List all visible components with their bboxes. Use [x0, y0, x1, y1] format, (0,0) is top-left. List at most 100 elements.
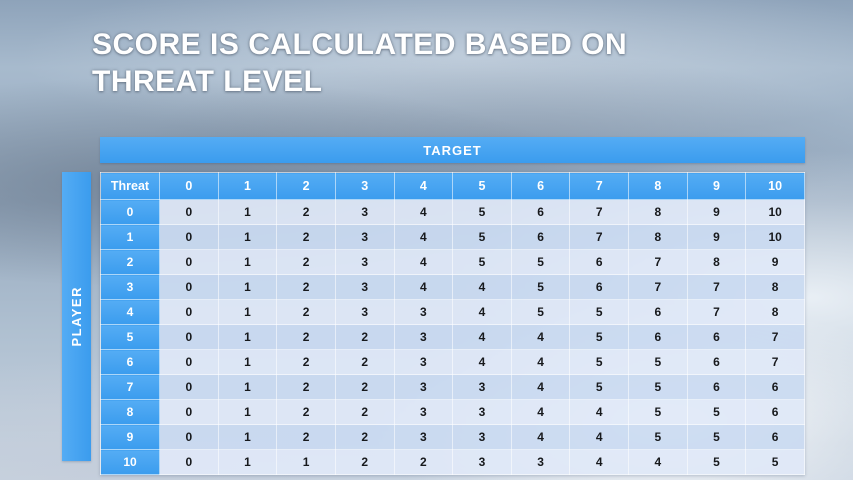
- score-cell: 0: [159, 249, 219, 275]
- score-cell: 2: [334, 374, 395, 400]
- player-header-bar: PLAYER: [62, 172, 91, 461]
- score-cell: 2: [276, 224, 336, 250]
- score-cell: 6: [510, 199, 571, 225]
- score-cell: 0: [159, 399, 219, 425]
- score-cell: 3: [393, 424, 454, 450]
- score-cell: 5: [569, 374, 629, 400]
- score-cell: 0: [159, 349, 219, 375]
- score-cell: 5: [686, 399, 747, 425]
- score-cell: 3: [452, 424, 512, 450]
- score-cell: 2: [393, 449, 454, 475]
- score-cell: 5: [686, 424, 747, 450]
- score-cell: 4: [510, 424, 571, 450]
- score-cell: 1: [217, 324, 278, 350]
- score-cell: 4: [569, 399, 629, 425]
- score-cell: 5: [510, 274, 571, 300]
- score-cell: 6: [569, 274, 629, 300]
- score-cell: 4: [628, 449, 688, 475]
- score-cell: 6: [628, 324, 688, 350]
- row-header-1: 1: [100, 224, 160, 250]
- score-cell: 1: [217, 299, 278, 325]
- score-cell: 2: [276, 274, 336, 300]
- table-row-0: 0 0 1 2 3 4 5 6 7 8 9 10: [100, 199, 805, 225]
- score-cell: 4: [393, 199, 454, 225]
- score-cell: 4: [452, 349, 512, 375]
- target-header-bar: TARGET: [100, 137, 805, 163]
- player-label: PLAYER: [69, 286, 84, 347]
- score-cell: 4: [569, 449, 629, 475]
- score-cell: 6: [745, 424, 805, 450]
- score-cell: 10: [745, 224, 805, 250]
- row-header-9: 9: [100, 424, 160, 450]
- row-header-5: 5: [100, 324, 160, 350]
- column-header-4: 4: [393, 172, 454, 200]
- score-cell: 5: [510, 299, 571, 325]
- score-cell: 5: [452, 224, 512, 250]
- score-cell: 2: [276, 299, 336, 325]
- score-cell: 3: [334, 299, 395, 325]
- score-cell: 7: [686, 299, 747, 325]
- score-cell: 9: [745, 249, 805, 275]
- score-cell: 5: [628, 374, 688, 400]
- column-header-2: 2: [276, 172, 336, 200]
- score-cell: 5: [452, 249, 512, 275]
- score-cell: 7: [628, 274, 688, 300]
- score-cell: 4: [452, 299, 512, 325]
- score-cell: 7: [686, 274, 747, 300]
- score-cell: 5: [510, 249, 571, 275]
- corner-header-cell: Threat: [100, 172, 160, 200]
- score-cell: 4: [393, 249, 454, 275]
- score-cell: 6: [686, 324, 747, 350]
- score-cell: 4: [569, 424, 629, 450]
- row-header-2: 2: [100, 249, 160, 275]
- score-cell: 2: [334, 424, 395, 450]
- row-header-10: 10: [100, 449, 160, 475]
- score-cell: 2: [276, 199, 336, 225]
- score-cell: 2: [276, 349, 336, 375]
- score-cell: 5: [452, 199, 512, 225]
- table-header-row: Threat 0 1 2 3 4 5 6 7 8 9 10: [100, 172, 805, 200]
- score-cell: 3: [393, 399, 454, 425]
- score-cell: 6: [686, 349, 747, 375]
- score-cell: 0: [159, 224, 219, 250]
- score-cell: 3: [334, 274, 395, 300]
- score-cell: 5: [686, 449, 747, 475]
- column-header-9: 9: [686, 172, 747, 200]
- score-cell: 0: [159, 299, 219, 325]
- score-cell: 8: [745, 274, 805, 300]
- score-cell: 0: [159, 274, 219, 300]
- score-cell: 3: [393, 324, 454, 350]
- score-cell: 5: [628, 399, 688, 425]
- score-cell: 1: [217, 424, 278, 450]
- row-header-8: 8: [100, 399, 160, 425]
- score-cell: 7: [745, 349, 805, 375]
- title-line-2: THREAT LEVEL: [92, 65, 323, 98]
- title-line-1: SCORE IS CALCULATED BASED ON: [92, 28, 628, 61]
- score-cell: 7: [569, 199, 629, 225]
- score-cell: 5: [628, 424, 688, 450]
- score-cell: 2: [334, 449, 395, 475]
- target-label: TARGET: [423, 142, 482, 158]
- row-header-7: 7: [100, 374, 160, 400]
- row-header-4: 4: [100, 299, 160, 325]
- score-cell: 4: [452, 274, 512, 300]
- score-cell: 2: [334, 349, 395, 375]
- score-cell: 10: [745, 199, 805, 225]
- row-header-3: 3: [100, 274, 160, 300]
- score-cell: 4: [510, 349, 571, 375]
- score-cell: 1: [217, 374, 278, 400]
- score-cell: 8: [745, 299, 805, 325]
- score-cell: 3: [452, 374, 512, 400]
- column-header-5: 5: [452, 172, 512, 200]
- score-cell: 3: [452, 399, 512, 425]
- score-cell: 7: [628, 249, 688, 275]
- score-cell: 4: [510, 399, 571, 425]
- score-cell: 0: [159, 324, 219, 350]
- score-cell: 7: [569, 224, 629, 250]
- score-cell: 7: [745, 324, 805, 350]
- score-cell: 3: [510, 449, 571, 475]
- score-cell: 6: [745, 374, 805, 400]
